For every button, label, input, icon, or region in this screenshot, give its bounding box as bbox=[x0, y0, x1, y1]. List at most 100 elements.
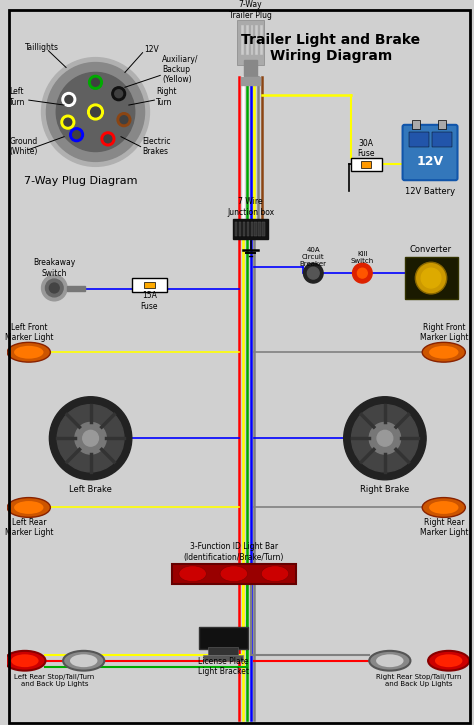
Text: 7-Way Plug Diagram: 7-Way Plug Diagram bbox=[24, 176, 137, 186]
Bar bbox=[241, 78, 260, 86]
Bar bbox=[233, 219, 268, 239]
Circle shape bbox=[112, 87, 126, 101]
Bar bbox=[208, 647, 238, 657]
Text: Ground
(White): Ground (White) bbox=[9, 137, 37, 157]
Circle shape bbox=[83, 431, 99, 446]
Text: Breakaway
Switch: Breakaway Switch bbox=[33, 259, 75, 278]
Text: License Plate
Light Bracket: License Plate Light Bracket bbox=[198, 657, 248, 676]
Bar bbox=[241, 25, 244, 54]
Text: Right Rear Stop/Tail/Turn
and Back Up Lights: Right Rear Stop/Tail/Turn and Back Up Li… bbox=[376, 674, 462, 687]
Circle shape bbox=[88, 104, 103, 120]
Bar bbox=[432, 132, 452, 146]
Text: 30A
Fuse: 30A Fuse bbox=[357, 139, 375, 158]
Circle shape bbox=[65, 96, 73, 104]
Text: 7 Wire
Junction box: 7 Wire Junction box bbox=[227, 197, 274, 217]
Text: Electric
Brakes: Electric Brakes bbox=[143, 137, 171, 157]
Bar bbox=[412, 120, 420, 129]
Ellipse shape bbox=[4, 651, 46, 671]
Circle shape bbox=[70, 128, 83, 141]
Bar bbox=[404, 257, 458, 299]
Text: 7-Way
Trailer Plug: 7-Way Trailer Plug bbox=[229, 1, 272, 20]
Bar bbox=[351, 159, 382, 171]
Bar bbox=[237, 20, 264, 65]
Text: Left Brake: Left Brake bbox=[69, 485, 112, 494]
Bar bbox=[243, 222, 245, 236]
Circle shape bbox=[49, 397, 132, 480]
Ellipse shape bbox=[422, 342, 465, 362]
Ellipse shape bbox=[70, 654, 98, 667]
Bar bbox=[258, 222, 261, 236]
Bar bbox=[410, 132, 429, 146]
Circle shape bbox=[49, 283, 59, 293]
Circle shape bbox=[75, 423, 106, 454]
Bar bbox=[244, 59, 257, 81]
Bar bbox=[132, 278, 167, 292]
Text: Auxiliary/
Backup
(Yellow): Auxiliary/ Backup (Yellow) bbox=[162, 54, 199, 84]
Bar bbox=[172, 564, 296, 584]
Circle shape bbox=[46, 62, 145, 162]
Text: Left
Turn: Left Turn bbox=[9, 88, 26, 107]
Bar bbox=[235, 222, 237, 236]
Text: 40A
Circuit
Breaker: 40A Circuit Breaker bbox=[300, 247, 327, 268]
Ellipse shape bbox=[63, 651, 104, 671]
Circle shape bbox=[369, 423, 401, 454]
Text: Right Brake: Right Brake bbox=[360, 485, 410, 494]
Ellipse shape bbox=[369, 651, 410, 671]
Ellipse shape bbox=[220, 566, 247, 581]
Ellipse shape bbox=[428, 651, 469, 671]
Bar bbox=[260, 25, 263, 54]
Ellipse shape bbox=[11, 654, 38, 667]
Bar bbox=[239, 222, 241, 236]
Text: 3-Function ID Light Bar
(Identification/Brake/Turn): 3-Function ID Light Bar (Identification/… bbox=[183, 542, 284, 562]
Circle shape bbox=[303, 263, 323, 283]
Circle shape bbox=[104, 135, 112, 143]
Circle shape bbox=[101, 132, 115, 146]
Circle shape bbox=[120, 116, 128, 123]
Bar bbox=[199, 627, 247, 649]
Ellipse shape bbox=[422, 497, 465, 518]
Text: Kill
Switch: Kill Switch bbox=[351, 251, 374, 264]
Circle shape bbox=[344, 397, 426, 480]
Bar bbox=[246, 222, 249, 236]
Circle shape bbox=[91, 107, 100, 117]
Circle shape bbox=[357, 268, 367, 278]
Circle shape bbox=[353, 263, 372, 283]
Bar bbox=[262, 222, 265, 236]
Ellipse shape bbox=[179, 566, 206, 581]
Text: Trailer Light and Brake
Wiring Diagram: Trailer Light and Brake Wiring Diagram bbox=[241, 33, 420, 63]
Bar bbox=[255, 222, 257, 236]
Bar bbox=[144, 282, 155, 288]
Circle shape bbox=[57, 405, 124, 472]
Text: 12V Battery: 12V Battery bbox=[405, 186, 455, 196]
Text: Converter: Converter bbox=[410, 245, 452, 254]
Ellipse shape bbox=[14, 501, 44, 514]
Text: Left Rear Stop/Tail/Turn
and Back Up Lights: Left Rear Stop/Tail/Turn and Back Up Lig… bbox=[14, 674, 94, 687]
Circle shape bbox=[91, 78, 100, 86]
Ellipse shape bbox=[7, 342, 50, 362]
Bar bbox=[250, 25, 254, 54]
Text: 15A
Fuse: 15A Fuse bbox=[141, 291, 158, 310]
Circle shape bbox=[42, 57, 149, 166]
Text: Right
Turn: Right Turn bbox=[156, 88, 177, 107]
Bar bbox=[246, 25, 248, 54]
Circle shape bbox=[62, 93, 76, 107]
Circle shape bbox=[115, 90, 123, 98]
Circle shape bbox=[308, 268, 319, 279]
Bar bbox=[250, 222, 253, 236]
Circle shape bbox=[56, 72, 135, 152]
Text: 12V: 12V bbox=[145, 45, 159, 54]
Bar bbox=[255, 25, 258, 54]
Circle shape bbox=[89, 75, 102, 89]
Ellipse shape bbox=[429, 501, 458, 514]
Ellipse shape bbox=[435, 654, 463, 667]
Bar bbox=[67, 286, 85, 291]
Text: 12V: 12V bbox=[417, 155, 444, 168]
Ellipse shape bbox=[376, 654, 403, 667]
Circle shape bbox=[352, 405, 418, 472]
Ellipse shape bbox=[7, 497, 50, 518]
Circle shape bbox=[73, 130, 81, 138]
Circle shape bbox=[64, 118, 72, 126]
Circle shape bbox=[421, 268, 441, 288]
Text: Taillights: Taillights bbox=[25, 44, 59, 52]
Ellipse shape bbox=[14, 346, 44, 359]
